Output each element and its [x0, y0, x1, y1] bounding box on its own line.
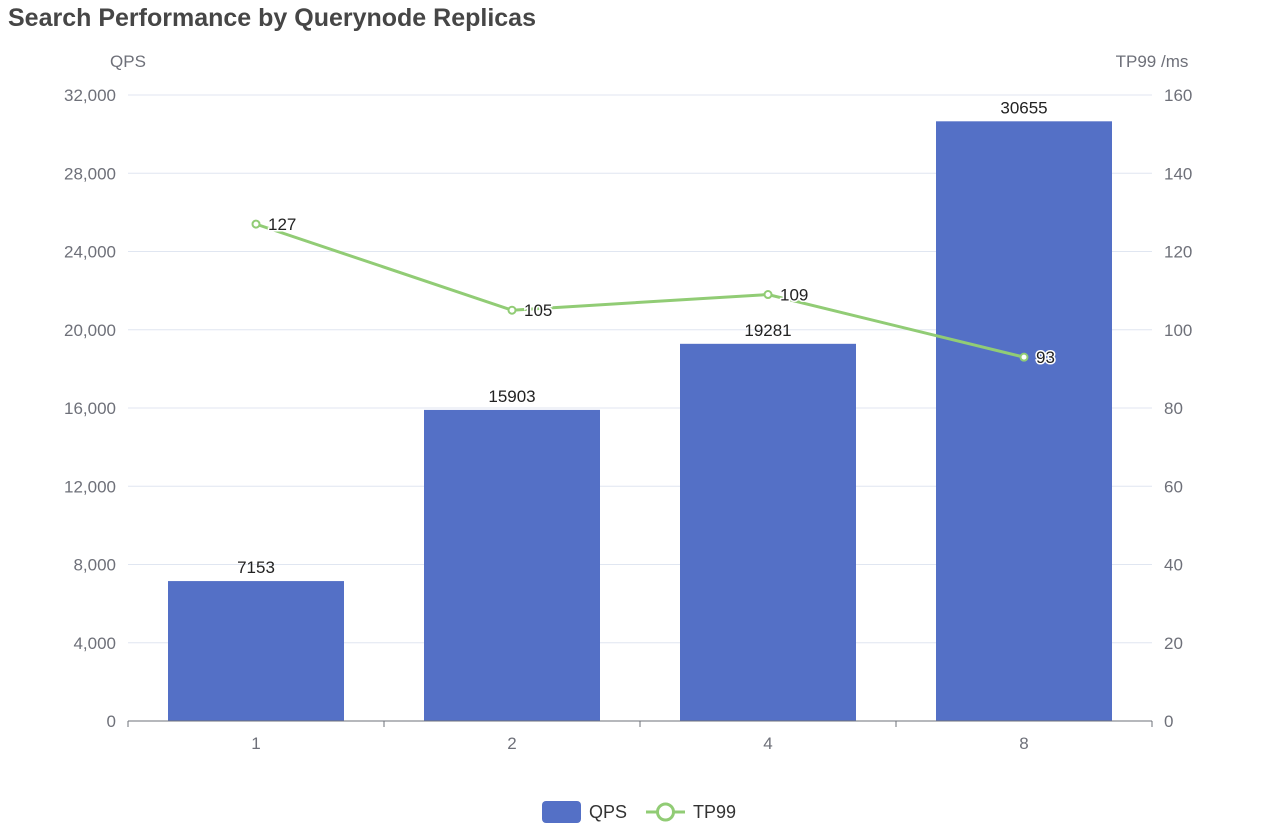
line-data-label: 127: [268, 215, 296, 234]
y-right-tick-label: 20: [1164, 634, 1183, 653]
y-right-tick-label: 0: [1164, 712, 1173, 731]
legend-tp99-label: TP99: [693, 802, 736, 822]
y-right-tick-label: 80: [1164, 399, 1183, 418]
bar-data-label: 30655: [1000, 98, 1047, 117]
x-tick-label: 2: [507, 734, 516, 753]
y-left-tick-label: 12,000: [64, 477, 116, 496]
y-left-tick-label: 24,000: [64, 243, 116, 262]
y-left-tick-label: 32,000: [64, 86, 116, 105]
tp99-line: [255, 222, 1025, 359]
y-left-tick-label: 28,000: [64, 164, 116, 183]
bar-data-label: 7153: [237, 558, 275, 577]
y-right-tick-label: 120: [1164, 243, 1192, 262]
bar-data-label: 15903: [488, 387, 535, 406]
legend-qps-swatch: [542, 801, 581, 823]
line-data-label: 109: [780, 286, 808, 305]
legend-tp99-marker: [656, 802, 675, 822]
y-left-tick-label: 4,000: [73, 634, 116, 653]
bar-2: [424, 409, 600, 721]
y-left-tick-label: 0: [107, 712, 116, 731]
tp99-point: [507, 305, 517, 315]
tp99-point: [1019, 352, 1029, 362]
y-right-axis-title: TP99 /ms: [1116, 52, 1189, 71]
x-tick-label: 4: [763, 734, 772, 753]
tp99-point: [763, 290, 773, 300]
y-right-tick-label: 60: [1164, 477, 1183, 496]
x-tick-label: 1: [251, 734, 260, 753]
legend-qps-label: QPS: [589, 802, 627, 822]
y-left-tick-label: 20,000: [64, 321, 116, 340]
line-data-label: 93: [1036, 348, 1055, 367]
y-right-tick-label: 160: [1164, 86, 1192, 105]
chart-title: Search Performance by Querynode Replicas: [8, 4, 536, 32]
y-left-tick-label: 16,000: [64, 399, 116, 418]
y-right-tick-label: 140: [1164, 164, 1192, 183]
tp99-point: [251, 219, 261, 229]
bar-data-label: 19281: [744, 321, 791, 340]
y-right-tick-label: 100: [1164, 321, 1192, 340]
bar-4: [680, 343, 856, 721]
y-left-tick-label: 8,000: [73, 556, 116, 575]
line-data-label: 105: [524, 301, 552, 320]
y-left-axis-title: QPS: [110, 52, 146, 71]
y-right-tick-label: 40: [1164, 556, 1183, 575]
x-tick-label: 8: [1019, 734, 1028, 753]
bar-8: [936, 121, 1112, 721]
bar-1: [168, 581, 344, 721]
